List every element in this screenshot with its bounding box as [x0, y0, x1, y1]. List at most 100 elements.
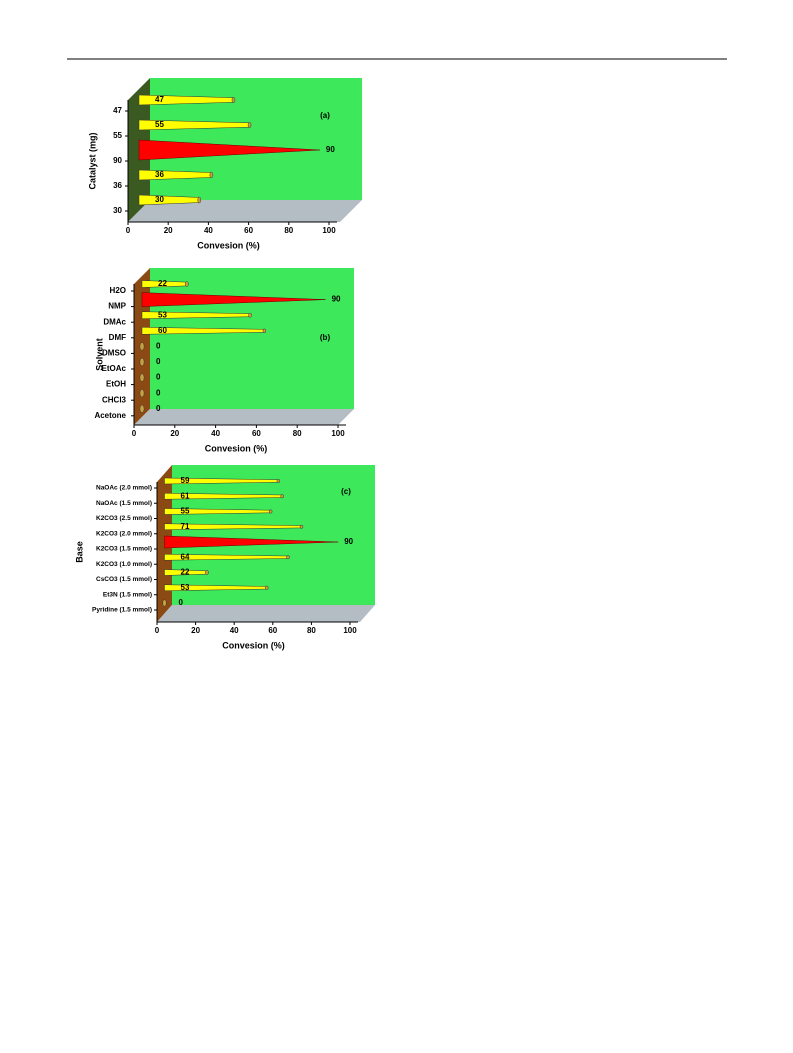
y-tick-label: 30	[113, 206, 122, 215]
bar-cap	[276, 478, 281, 484]
y-tick-label: Pyridine (1.5 mmol)	[92, 607, 152, 614]
bar-cap	[205, 570, 209, 575]
y-tick-label: NaOAc (2.0 mmol)	[96, 485, 152, 492]
x-tick-label: 40	[204, 226, 213, 235]
x-tick-label: 60	[244, 226, 253, 235]
x-tick-label: 60	[252, 429, 261, 438]
value-label: 0	[179, 598, 184, 607]
y-tick-label: EtOAc	[102, 364, 127, 373]
floor	[128, 200, 362, 222]
bar	[164, 535, 339, 549]
value-label: 64	[181, 552, 190, 561]
y-axis-title: Solvent	[94, 338, 104, 371]
panel-label: (b)	[320, 333, 331, 342]
y-tick-label: 47	[113, 106, 122, 115]
bar-cap	[299, 524, 304, 529]
y-tick-label: K2CO3 (2.5 mmol)	[96, 515, 152, 522]
x-axis-title: Convesion (%)	[205, 443, 268, 453]
y-tick-label: Acetone	[94, 411, 126, 420]
floor	[157, 605, 375, 622]
y-tick-label: EtOH	[106, 380, 126, 389]
x-tick-label: 0	[132, 429, 137, 438]
back-wall	[150, 268, 354, 409]
bar	[139, 373, 145, 382]
value-label: 0	[156, 388, 161, 397]
value-label: 0	[156, 357, 161, 366]
panel-label: (c)	[341, 487, 351, 496]
value-label: 55	[155, 120, 164, 129]
x-tick-label: 20	[191, 626, 200, 635]
bar	[139, 342, 145, 351]
value-label: 90	[326, 145, 335, 154]
y-tick-label: Et3N (1.5 mmol)	[103, 591, 152, 598]
x-tick-label: 40	[211, 429, 220, 438]
bar	[139, 357, 145, 367]
x-tick-label: 80	[284, 226, 293, 235]
y-tick-label: K2CO3 (1.5 mmol)	[96, 546, 152, 553]
bar-cap	[209, 171, 214, 179]
value-label: 0	[156, 404, 161, 413]
value-label: 59	[181, 476, 190, 485]
x-axis-title: Convesion (%)	[197, 240, 260, 250]
bar-cap	[247, 122, 252, 128]
y-tick-label: K2CO3 (1.0 mmol)	[96, 561, 152, 568]
bar	[141, 292, 326, 307]
y-tick-label: DMAc	[103, 317, 126, 326]
x-tick-label: 100	[343, 626, 357, 635]
x-tick-label: 20	[164, 226, 173, 235]
value-label: 61	[181, 491, 190, 500]
y-axis-title: Catalyst (mg)	[87, 132, 97, 189]
back-wall	[172, 465, 375, 605]
value-label: 22	[158, 279, 167, 288]
bar-cap	[265, 585, 269, 590]
value-label: 36	[155, 170, 164, 179]
bar	[162, 599, 167, 607]
bar-cap	[248, 312, 252, 318]
y-tick-label: 90	[113, 156, 122, 165]
value-label: 90	[332, 295, 341, 304]
bar-cap	[280, 494, 284, 499]
panel-label: (a)	[320, 111, 330, 120]
value-label: 22	[181, 568, 190, 577]
bar-cap	[231, 96, 236, 104]
value-label: 0	[156, 342, 161, 351]
x-tick-label: 0	[155, 626, 160, 635]
y-axis-title: Base	[74, 541, 84, 563]
x-axis-title: Convesion (%)	[222, 640, 285, 650]
value-label: 55	[181, 507, 190, 516]
value-label: 60	[158, 326, 167, 335]
value-label: 53	[181, 583, 190, 592]
x-tick-label: 40	[230, 626, 239, 635]
y-tick-label: NaOAc (1.5 mmol)	[96, 500, 152, 507]
x-tick-label: 100	[322, 226, 336, 235]
y-tick-label: DMSO	[102, 349, 126, 358]
y-tick-label: 36	[113, 181, 122, 190]
bar-cap	[262, 328, 267, 334]
x-tick-label: 80	[293, 429, 302, 438]
value-label: 71	[181, 522, 190, 531]
value-label: 53	[158, 310, 167, 319]
y-tick-label: H2O	[110, 286, 126, 295]
y-tick-label: 55	[113, 131, 122, 140]
value-label: 47	[155, 95, 164, 104]
y-tick-label: CsCO3 (1.5 mmol)	[96, 576, 152, 583]
floor	[134, 409, 354, 425]
bar-cap	[197, 196, 202, 204]
y-tick-label: DMF	[109, 333, 126, 342]
x-tick-label: 0	[126, 226, 131, 235]
x-tick-label: 20	[170, 429, 179, 438]
bar-cap	[268, 509, 273, 514]
x-tick-label: 100	[331, 429, 345, 438]
bar	[139, 404, 145, 413]
bar-cap	[286, 555, 290, 560]
value-label: 0	[156, 373, 161, 382]
y-tick-label: NMP	[108, 302, 126, 311]
bar	[138, 139, 320, 161]
y-tick-label: K2CO3 (2.0 mmol)	[96, 530, 152, 537]
y-tick-label: CHCl3	[102, 395, 127, 404]
bar-cap	[185, 281, 189, 287]
x-tick-label: 60	[268, 626, 277, 635]
x-tick-label: 80	[307, 626, 316, 635]
